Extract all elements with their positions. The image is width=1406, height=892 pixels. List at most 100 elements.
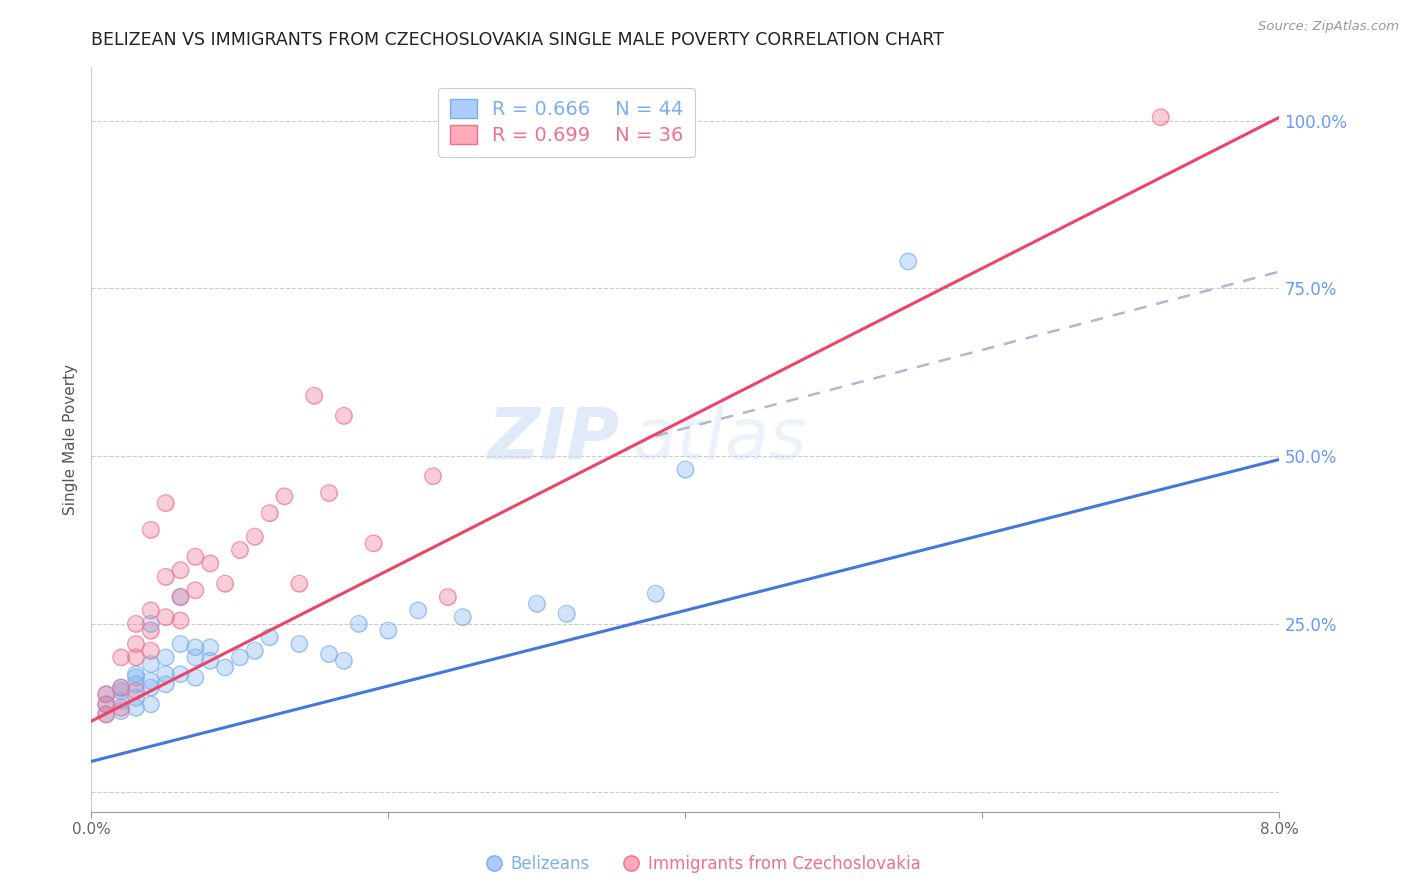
Point — [243, 530, 266, 544]
Point — [125, 690, 148, 705]
Point — [333, 654, 356, 668]
Point — [214, 660, 236, 674]
Point — [110, 681, 132, 695]
Point — [363, 536, 385, 550]
Point — [229, 543, 252, 558]
Point — [125, 690, 148, 705]
Point — [125, 667, 148, 681]
Point — [139, 673, 162, 688]
Point — [125, 667, 148, 681]
Point — [897, 254, 920, 268]
Point — [451, 610, 474, 624]
Text: atlas: atlas — [631, 405, 807, 474]
Point — [96, 698, 118, 712]
Point — [169, 563, 191, 577]
Point — [259, 630, 281, 644]
Point — [155, 667, 177, 681]
Point — [96, 698, 118, 712]
Point — [318, 486, 340, 500]
Point — [555, 607, 578, 621]
Point — [169, 614, 191, 628]
Point — [96, 698, 118, 712]
Point — [363, 536, 385, 550]
Point — [139, 616, 162, 631]
Point — [139, 643, 162, 657]
Point — [110, 694, 132, 708]
Point — [125, 700, 148, 714]
Point — [1149, 110, 1171, 124]
Point — [110, 684, 132, 698]
Point — [96, 707, 118, 722]
Point — [96, 687, 118, 701]
Point — [243, 530, 266, 544]
Point — [125, 671, 148, 685]
Point — [526, 597, 548, 611]
Point — [377, 624, 399, 638]
Point — [436, 590, 458, 604]
Point — [347, 616, 370, 631]
Point — [110, 650, 132, 665]
Point — [125, 700, 148, 714]
Point — [139, 643, 162, 657]
Point — [897, 254, 920, 268]
Point — [125, 650, 148, 665]
Point — [139, 657, 162, 672]
Point — [139, 624, 162, 638]
Point — [96, 698, 118, 712]
Point — [644, 587, 666, 601]
Point — [155, 650, 177, 665]
Point — [451, 610, 474, 624]
Point — [288, 637, 311, 651]
Point — [96, 687, 118, 701]
Point — [184, 549, 207, 564]
Point — [214, 576, 236, 591]
Point — [139, 673, 162, 688]
Point — [169, 563, 191, 577]
Point — [139, 603, 162, 617]
Point — [139, 698, 162, 712]
Point — [200, 557, 222, 571]
Point — [110, 684, 132, 698]
Point — [318, 486, 340, 500]
Point — [184, 583, 207, 598]
Point — [169, 667, 191, 681]
Point — [110, 681, 132, 695]
Point — [229, 543, 252, 558]
Point — [155, 667, 177, 681]
Point — [155, 570, 177, 584]
Point — [139, 603, 162, 617]
Point — [125, 684, 148, 698]
Point — [288, 576, 311, 591]
Point — [214, 660, 236, 674]
Point — [96, 707, 118, 722]
Point — [259, 506, 281, 520]
Point — [169, 614, 191, 628]
Point — [125, 684, 148, 698]
Point — [436, 590, 458, 604]
Point — [139, 657, 162, 672]
Point — [288, 576, 311, 591]
Point — [200, 640, 222, 655]
Point — [243, 643, 266, 657]
Point — [125, 616, 148, 631]
Point — [333, 654, 356, 668]
Point — [214, 576, 236, 591]
Point — [229, 650, 252, 665]
Point — [406, 603, 429, 617]
Point — [318, 647, 340, 661]
Point — [139, 523, 162, 537]
Point — [243, 643, 266, 657]
Point — [155, 677, 177, 691]
Point — [110, 700, 132, 714]
Point — [184, 671, 207, 685]
Point — [110, 700, 132, 714]
Point — [259, 630, 281, 644]
Point — [184, 549, 207, 564]
Point — [169, 590, 191, 604]
Point — [200, 654, 222, 668]
Point — [673, 462, 696, 476]
Text: BELIZEAN VS IMMIGRANTS FROM CZECHOSLOVAKIA SINGLE MALE POVERTY CORRELATION CHART: BELIZEAN VS IMMIGRANTS FROM CZECHOSLOVAK… — [91, 31, 945, 49]
Point — [110, 694, 132, 708]
Point — [169, 667, 191, 681]
Point — [139, 616, 162, 631]
